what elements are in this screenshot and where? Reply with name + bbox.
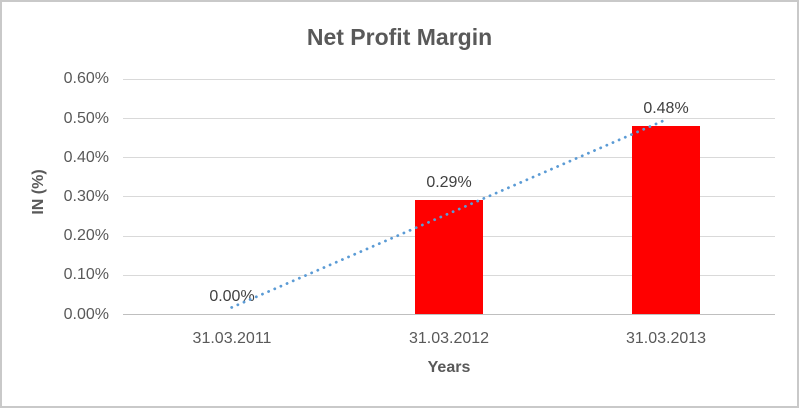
bar-data-label: 0.00% bbox=[209, 288, 255, 305]
bar-data-label: 0.29% bbox=[426, 174, 472, 191]
x-tick-label: 31.03.2013 bbox=[625, 330, 707, 347]
chart-title: Net Profit Margin bbox=[306, 24, 493, 50]
y-tick-label: 0.10% bbox=[63, 266, 109, 283]
gridline bbox=[123, 157, 775, 158]
gridline bbox=[123, 196, 775, 197]
x-axis-line bbox=[123, 314, 775, 315]
x-tick-label: 31.03.2011 bbox=[192, 330, 272, 347]
y-tick-label: 0.40% bbox=[63, 149, 109, 166]
plot-area: 0.00% 0.29% 0.48% bbox=[123, 79, 775, 315]
y-tick-label: 0.20% bbox=[63, 227, 109, 244]
y-tick-label: 0.00% bbox=[63, 306, 109, 323]
y-tick-label: 0.50% bbox=[63, 110, 109, 127]
bar-31.03.2012 bbox=[415, 200, 483, 314]
bar-data-label: 0.48% bbox=[643, 100, 689, 117]
x-axis-title: Years bbox=[427, 359, 471, 376]
y-tick-label: 0.60% bbox=[63, 70, 109, 87]
trendline bbox=[230, 118, 668, 309]
y-tick-label: 0.30% bbox=[63, 188, 109, 205]
bar-31.03.2013 bbox=[632, 126, 700, 314]
gridline bbox=[123, 118, 775, 119]
gridline bbox=[123, 79, 775, 80]
x-tick-label: 31.03.2012 bbox=[408, 330, 490, 347]
